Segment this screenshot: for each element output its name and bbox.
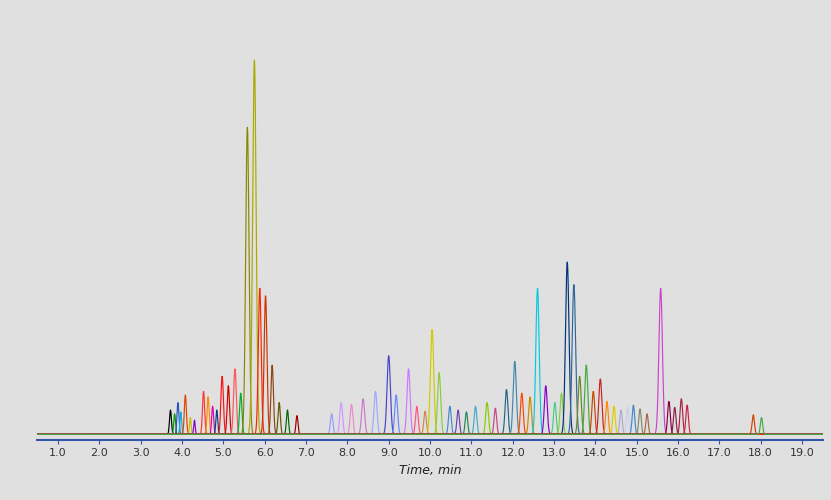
X-axis label: Time, min: Time, min (399, 464, 461, 477)
